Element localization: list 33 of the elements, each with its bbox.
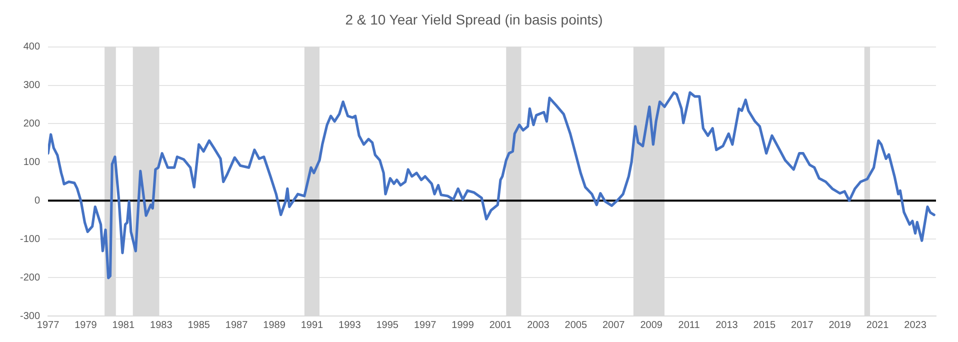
x-tick-label: 1989 xyxy=(263,320,286,331)
chart-title: 2 & 10 Year Yield Spread (in basis points) xyxy=(345,11,603,28)
y-tick-label: 0 xyxy=(34,195,40,206)
y-tick-label: -300 xyxy=(20,310,40,322)
x-tick-label: 2003 xyxy=(527,320,550,331)
y-tick-label: 200 xyxy=(23,118,40,130)
x-tick-label: 2013 xyxy=(716,320,738,331)
y-tick-label: 400 xyxy=(23,42,40,53)
x-tick-label: 2019 xyxy=(828,320,852,331)
x-tick-label: 2023 xyxy=(904,320,927,331)
x-tick-label: 1991 xyxy=(300,320,324,331)
x-tick-label: 1995 xyxy=(376,320,399,331)
x-tick-label: 1977 xyxy=(36,320,60,331)
x-tick-label: 1983 xyxy=(150,320,173,331)
y-tick-label: -100 xyxy=(20,234,40,245)
x-tick-label: 1979 xyxy=(74,320,98,331)
x-tick-label: 2021 xyxy=(866,320,890,331)
y-tick-label: 100 xyxy=(23,156,40,168)
x-tick-label: 2001 xyxy=(489,320,512,331)
x-tick-label: 1981 xyxy=(112,320,135,331)
y-tick-label: 300 xyxy=(23,80,40,92)
x-tick-label: 1997 xyxy=(414,320,437,331)
x-tick-label: 2007 xyxy=(602,320,626,331)
x-tick-label: 2005 xyxy=(564,320,588,331)
x-tick-label: 1999 xyxy=(452,320,474,331)
x-tick-label: 2015 xyxy=(753,320,776,331)
x-tick-label: 2011 xyxy=(678,320,700,331)
x-tick-label: 2017 xyxy=(791,320,814,331)
x-tick-label: 1993 xyxy=(338,320,362,331)
x-tick-label: 1987 xyxy=(225,320,248,331)
x-tick-label: 2009 xyxy=(640,320,663,331)
x-tick-label: 1985 xyxy=(188,320,210,331)
y-tick-label: -200 xyxy=(20,272,40,284)
